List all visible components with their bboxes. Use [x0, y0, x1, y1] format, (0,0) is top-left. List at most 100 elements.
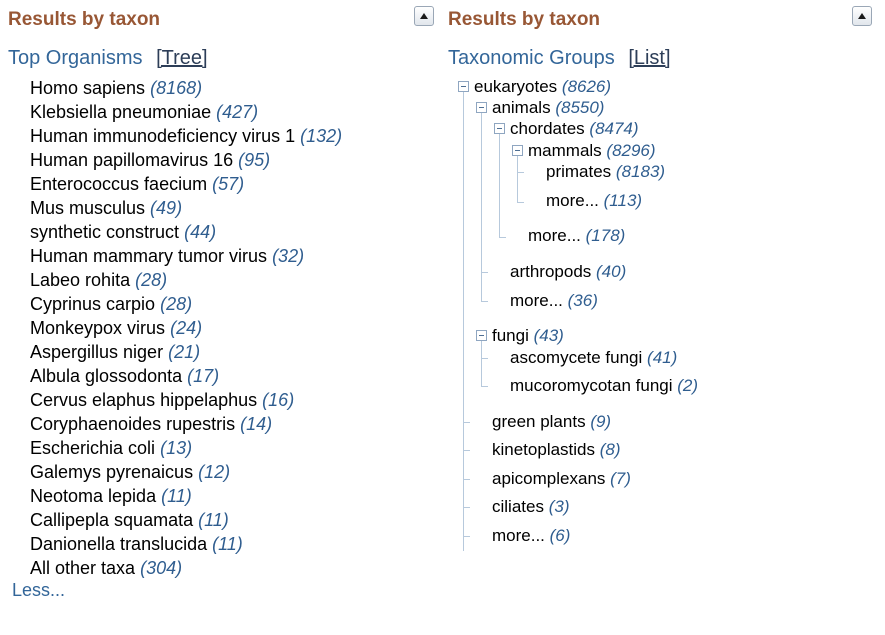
- organism-name: synthetic construct: [30, 222, 180, 242]
- tree-connector: [481, 358, 488, 359]
- organism-name: Escherichia coli: [30, 438, 156, 458]
- organism-count: (11): [212, 534, 243, 554]
- organism-item[interactable]: Klebsiella pneumoniae (427): [30, 100, 342, 124]
- tree-node-arthropods[interactable]: arthropods (40): [510, 262, 626, 282]
- node-label: mammals: [528, 141, 602, 160]
- tree-node-animals[interactable]: animals (8550): [492, 98, 604, 118]
- tree-node-eukaryotes[interactable]: eukaryotes (8626): [474, 77, 611, 97]
- panel-title: Results by taxon: [448, 9, 601, 30]
- organism-count: (28): [160, 294, 193, 314]
- node-count: (8550): [555, 98, 605, 117]
- chevron-up-icon: [858, 13, 866, 19]
- organism-item[interactable]: synthetic construct (44): [30, 220, 342, 244]
- organism-name: Danionella translucida: [30, 534, 208, 554]
- organism-count: (21): [168, 342, 201, 362]
- tree-connector: [463, 450, 470, 451]
- tree-toggle-link[interactable]: [Tree]: [156, 47, 208, 69]
- less-link[interactable]: Less...: [12, 580, 66, 600]
- organism-count: (32): [272, 246, 305, 266]
- organism-item[interactable]: Aspergillus niger (21): [30, 340, 342, 364]
- organism-item[interactable]: Cyprinus carpio (28): [30, 292, 342, 316]
- organism-count: (13): [160, 438, 193, 458]
- tree-node-green-plants[interactable]: green plants (9): [492, 412, 611, 432]
- organism-count: (95): [238, 150, 271, 170]
- tree-connector: [481, 272, 488, 273]
- node-count: (113): [603, 191, 643, 210]
- organism-count: (16): [262, 390, 295, 410]
- node-label: mucoromycotan fungi: [510, 376, 673, 395]
- collapse-button[interactable]: [414, 6, 434, 26]
- node-label: arthropods: [510, 262, 592, 281]
- tree-node-fungi[interactable]: fungi (43): [492, 326, 564, 346]
- organism-name: Enterococcus faecium: [30, 174, 208, 194]
- list-toggle-link[interactable]: [List]: [628, 47, 671, 69]
- tree-connector: [463, 536, 470, 537]
- organism-item[interactable]: Enterococcus faecium (57): [30, 172, 342, 196]
- tree-guide-line: [463, 91, 464, 551]
- organism-item[interactable]: Mus musculus (49): [30, 196, 342, 220]
- node-label: green plants: [492, 412, 586, 431]
- top-organisms-panel: Results by taxon Top Organisms [Tree] Ho…: [0, 0, 440, 635]
- tree-connector: [481, 301, 488, 302]
- organism-count: (44): [184, 222, 217, 242]
- organism-count: (427): [216, 102, 259, 122]
- organism-item[interactable]: Human immunodeficiency virus 1 (132): [30, 124, 342, 148]
- collapse-button[interactable]: [852, 6, 872, 26]
- organism-item[interactable]: Homo sapiens (8168): [30, 76, 342, 100]
- tree-node-mucoromycotan-fungi[interactable]: mucoromycotan fungi (2): [510, 376, 698, 396]
- tree-connector: [517, 172, 524, 173]
- organism-count: (12): [198, 462, 231, 482]
- heading-text: Top Organisms: [8, 47, 143, 69]
- collapse-toggle-icon[interactable]: [512, 145, 523, 156]
- organism-item[interactable]: Neotoma lepida (11): [30, 484, 342, 508]
- organism-item[interactable]: Albula glossodonta (17): [30, 364, 342, 388]
- tree-node-primates[interactable]: primates (8183): [546, 162, 665, 182]
- organism-name: Neotoma lepida: [30, 486, 157, 506]
- tree-node-mammals-more[interactable]: more... (113): [546, 191, 642, 211]
- node-count: (8): [599, 440, 621, 459]
- node-label: primates: [546, 162, 612, 181]
- tree-node-ciliates[interactable]: ciliates (3): [492, 497, 569, 517]
- tree-connector: [463, 422, 470, 423]
- organism-item[interactable]: Monkeypox virus (24): [30, 316, 342, 340]
- collapse-toggle-icon[interactable]: [476, 330, 487, 341]
- heading-text: Taxonomic Groups: [448, 47, 615, 69]
- tree-node-apicomplexans[interactable]: apicomplexans (7): [492, 469, 631, 489]
- organism-item[interactable]: Labeo rohita (28): [30, 268, 342, 292]
- organism-item[interactable]: All other taxa (304): [30, 556, 342, 580]
- organism-item[interactable]: Human papillomavirus 16 (95): [30, 148, 342, 172]
- organism-item[interactable]: Callipepla squamata (11): [30, 508, 342, 532]
- organism-count: (11): [198, 510, 229, 530]
- tree-node-ascomycete-fungi[interactable]: ascomycete fungi (41): [510, 348, 677, 368]
- node-count: (40): [596, 262, 627, 281]
- organism-name: Labeo rohita: [30, 270, 131, 290]
- tree-node-chordates[interactable]: chordates (8474): [510, 119, 639, 139]
- chevron-up-icon: [420, 13, 428, 19]
- organism-item[interactable]: Cervus elaphus hippelaphus (16): [30, 388, 342, 412]
- node-count: (2): [677, 376, 699, 395]
- node-label: apicomplexans: [492, 469, 606, 488]
- organism-item[interactable]: Coryphaenoides rupestris (14): [30, 412, 342, 436]
- collapse-toggle-icon[interactable]: [458, 81, 469, 92]
- node-count: (8626): [561, 77, 612, 96]
- organism-item[interactable]: Galemys pyrenaicus (12): [30, 460, 342, 484]
- node-label: ascomycete fungi: [510, 348, 643, 367]
- collapse-toggle-icon[interactable]: [476, 102, 487, 113]
- organism-item[interactable]: Escherichia coli (13): [30, 436, 342, 460]
- tree-connector: [463, 479, 470, 480]
- node-count: (41): [647, 348, 678, 367]
- node-label: kinetoplastids: [492, 440, 596, 459]
- tree-node-animals-more[interactable]: more... (36): [510, 291, 598, 311]
- tree-node-kinetoplastids[interactable]: kinetoplastids (8): [492, 440, 621, 460]
- tree-node-eukaryotes-more[interactable]: more... (6): [492, 526, 570, 546]
- tree-guide-line: [481, 340, 482, 386]
- tree-node-chordates-more[interactable]: more... (178): [528, 226, 625, 246]
- node-label: more...: [510, 291, 563, 310]
- collapse-toggle-icon[interactable]: [494, 123, 505, 134]
- tree-node-mammals[interactable]: mammals (8296): [528, 141, 656, 161]
- node-count: (43): [533, 326, 564, 345]
- organism-item[interactable]: Danionella translucida (11): [30, 532, 342, 556]
- node-label: more...: [546, 191, 599, 210]
- organism-name: Mus musculus: [30, 198, 146, 218]
- organism-item[interactable]: Human mammary tumor virus (32): [30, 244, 342, 268]
